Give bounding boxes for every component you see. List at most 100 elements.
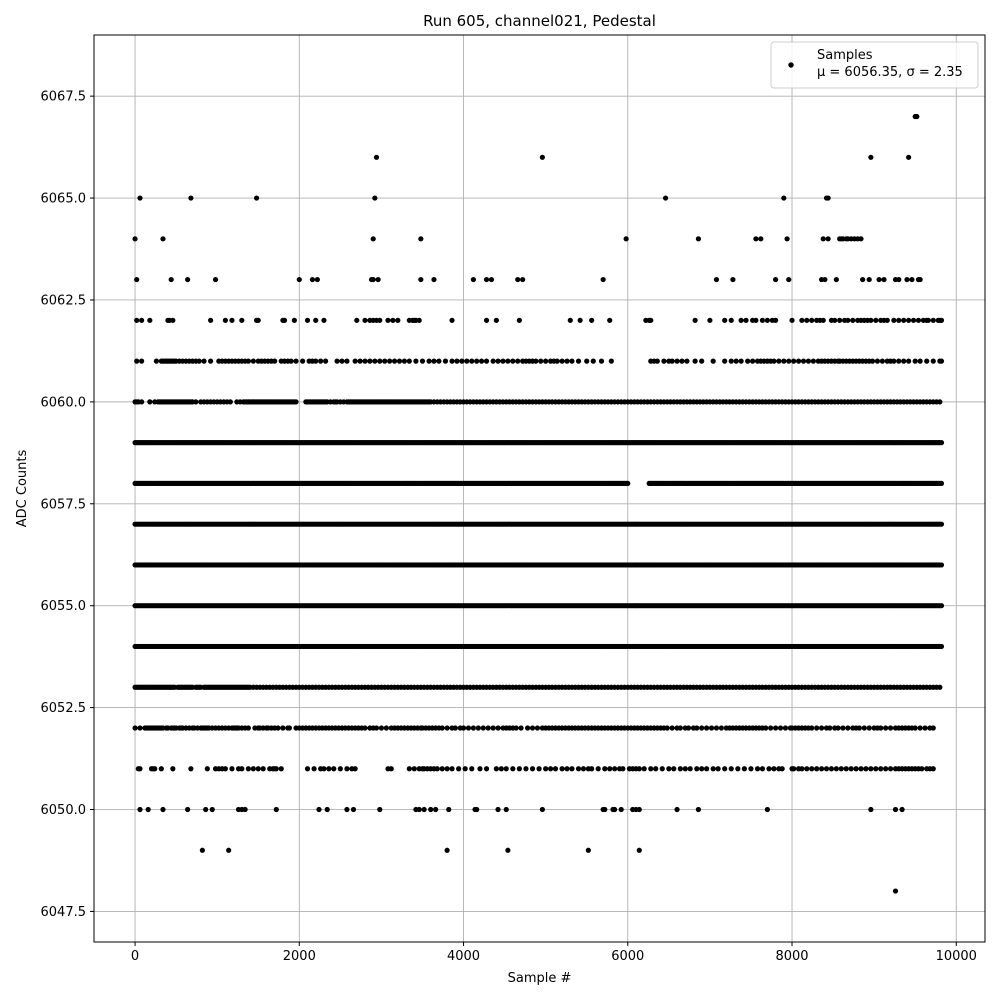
data-point xyxy=(600,276,606,283)
data-point xyxy=(772,317,779,323)
data-point xyxy=(575,766,582,772)
data-point xyxy=(699,766,705,772)
data-point xyxy=(304,317,311,323)
data-point xyxy=(753,317,759,323)
data-point xyxy=(868,317,874,323)
y-tick-label: 6047.5 xyxy=(41,905,87,920)
data-point xyxy=(837,317,843,323)
data-point xyxy=(779,766,785,772)
y-tick-label: 6052.5 xyxy=(41,701,87,716)
data-point xyxy=(188,195,194,201)
data-point xyxy=(313,358,319,364)
data-point xyxy=(401,358,408,364)
data-point xyxy=(208,358,214,364)
data-point xyxy=(863,766,869,772)
data-point xyxy=(766,766,772,772)
data-point xyxy=(904,276,910,283)
data-point xyxy=(222,317,228,323)
data-point xyxy=(449,317,455,323)
data-point xyxy=(428,806,434,813)
data-point xyxy=(204,766,210,772)
data-point xyxy=(938,358,945,364)
legend-series-name: Samples xyxy=(817,48,873,63)
data-point xyxy=(459,358,465,364)
data-point xyxy=(674,358,680,364)
data-point xyxy=(245,358,251,364)
data-point xyxy=(352,766,358,772)
data-point xyxy=(188,766,194,772)
data-point xyxy=(490,358,496,364)
data-point xyxy=(454,358,460,364)
data-point xyxy=(446,806,452,813)
data-point xyxy=(439,766,445,772)
data-point xyxy=(577,317,583,323)
data-point xyxy=(475,725,481,731)
legend-marker xyxy=(788,62,794,68)
data-point xyxy=(823,766,830,772)
data-point xyxy=(858,236,864,242)
data-point xyxy=(782,725,789,731)
data-point xyxy=(362,317,368,323)
data-point xyxy=(470,276,476,283)
data-point xyxy=(552,766,559,772)
data-point xyxy=(879,358,885,364)
data-point xyxy=(728,317,734,323)
data-point xyxy=(860,276,866,283)
data-point xyxy=(139,317,145,323)
data-point xyxy=(887,766,894,772)
data-point xyxy=(607,317,613,323)
data-point xyxy=(434,766,440,772)
data-point xyxy=(713,276,720,283)
data-point xyxy=(373,725,380,731)
legend-box xyxy=(770,41,979,89)
data-point xyxy=(713,725,720,731)
data-point xyxy=(607,766,613,772)
data-point xyxy=(321,317,327,323)
data-point xyxy=(938,643,945,650)
data-point xyxy=(743,317,749,323)
data-point xyxy=(866,725,872,731)
data-point xyxy=(352,358,358,364)
data-point xyxy=(938,562,945,568)
data-point xyxy=(659,766,665,772)
data-point xyxy=(242,806,248,813)
data-point xyxy=(529,766,536,772)
data-point xyxy=(395,317,401,323)
data-point xyxy=(754,766,761,772)
data-point xyxy=(608,358,614,364)
data-point xyxy=(777,725,784,731)
data-point xyxy=(912,358,918,364)
data-point xyxy=(378,725,385,731)
data-point xyxy=(828,766,835,772)
data-point xyxy=(768,725,774,731)
data-point xyxy=(585,847,591,853)
data-point xyxy=(595,766,601,772)
data-point xyxy=(598,358,605,364)
data-point xyxy=(845,725,851,731)
data-point xyxy=(147,317,153,323)
data-point xyxy=(653,766,659,772)
data-point xyxy=(318,358,324,364)
data-point xyxy=(910,317,917,323)
data-point xyxy=(416,317,422,323)
data-point xyxy=(479,358,485,364)
data-point xyxy=(385,317,391,323)
data-point xyxy=(250,358,256,364)
data-point xyxy=(375,276,381,283)
data-point xyxy=(493,317,499,323)
data-point xyxy=(825,236,831,242)
data-point xyxy=(485,725,491,731)
data-point xyxy=(569,358,575,364)
data-point xyxy=(612,766,618,772)
data-point xyxy=(227,399,233,405)
data-point xyxy=(641,766,647,772)
data-point xyxy=(677,725,683,731)
data-point xyxy=(433,806,439,813)
data-point xyxy=(309,276,316,283)
data-point xyxy=(296,276,302,283)
data-point xyxy=(474,806,480,813)
data-point xyxy=(513,725,519,731)
data-point xyxy=(799,317,805,323)
data-point xyxy=(134,276,140,283)
data-point xyxy=(158,766,164,772)
